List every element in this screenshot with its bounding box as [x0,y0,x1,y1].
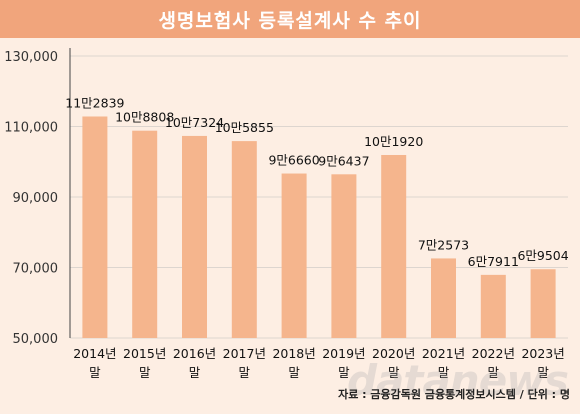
y-tick-label: 50,000 [13,332,59,347]
x-tick-label: 2018년 [272,346,315,361]
bar [132,130,158,338]
x-tick-label: 말 [89,365,101,380]
data-label: 9만6437 [318,153,369,168]
x-tick-label: 2016년 [173,346,216,361]
chart-title: 생명보험사 등록설계사 수 추이 [158,9,422,32]
y-tick-label: 130,000 [4,50,58,65]
x-tick-label: 말 [139,365,151,380]
x-tick-label: 말 [338,365,350,380]
data-label: 10만1920 [364,134,423,149]
bar [281,173,307,338]
bar-chart: 50,000 70,000 90,000 110,000 130,000 11만2839 2… [4,48,569,380]
data-label: 10만8808 [115,110,174,125]
data-label: 11만2839 [65,95,124,110]
data-label: 7만2573 [418,237,469,252]
x-tick-label: 말 [239,365,251,380]
bar [331,174,357,338]
data-label: 6만7911 [468,254,519,269]
y-tick-label: 90,000 [13,191,59,206]
bar [480,274,506,338]
x-tick-label: 말 [189,365,201,380]
bar [182,135,207,338]
x-tick-label: 2015년 [123,346,166,361]
data-label: 9만6660 [268,153,319,168]
x-tick-label: 말 [488,365,500,380]
x-tick-label: 2019년 [322,346,365,361]
source-note: 자료 : 금융감독원 금융통계정보시스템 / 단위 : 명 [338,388,570,401]
bar [231,141,257,338]
data-label: 10만7324 [165,115,224,130]
x-tick-label: 2022년 [472,346,515,361]
bar [431,258,456,338]
data-label: 6만9504 [517,248,568,263]
bar [82,116,108,338]
x-tick-label: 말 [388,365,400,380]
bar [381,154,407,338]
bar [530,269,556,338]
x-tick-label: 말 [288,365,300,380]
chart-title-bar: 생명보험사 등록설계사 수 추이 [0,0,580,38]
x-tick-label: 2014년 [73,346,116,361]
watermark-logo: datanews [346,356,569,405]
x-tick-label: 2021년 [422,346,465,361]
x-tick-label: 말 [438,365,450,380]
data-label: 10만5855 [215,120,274,135]
y-tick-label: 110,000 [4,121,58,136]
x-tick-label: 2017년 [223,346,266,361]
x-tick-label: 2023년 [521,346,564,361]
x-tick-label: 2020년 [372,346,415,361]
x-tick-label: 말 [537,365,549,380]
y-tick-label: 70,000 [13,262,59,277]
